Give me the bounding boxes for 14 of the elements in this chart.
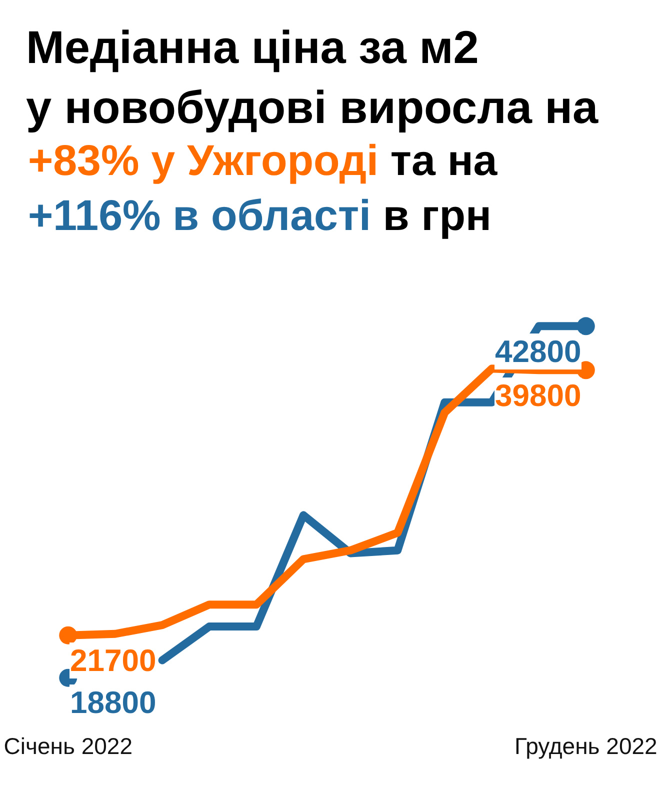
data-label: 18800 bbox=[70, 685, 156, 720]
text: +116% в області bbox=[28, 192, 371, 240]
data-label: 21700 bbox=[70, 643, 156, 678]
point bbox=[576, 317, 595, 336]
text: та на bbox=[390, 137, 498, 185]
x-tick-label: Січень 2022 bbox=[4, 733, 132, 759]
data-label: 42800 bbox=[495, 334, 582, 369]
point bbox=[59, 626, 78, 644]
text: в грн bbox=[382, 192, 492, 240]
data-label: 39800 bbox=[495, 378, 582, 413]
chart-title: Медіанна ціна за м2 у новобудові виросла на bbox=[26, 21, 598, 133]
text: +83% у Ужгороді bbox=[28, 137, 378, 185]
point bbox=[576, 361, 595, 380]
x-tick-label: Грудень 2022 bbox=[514, 733, 658, 759]
